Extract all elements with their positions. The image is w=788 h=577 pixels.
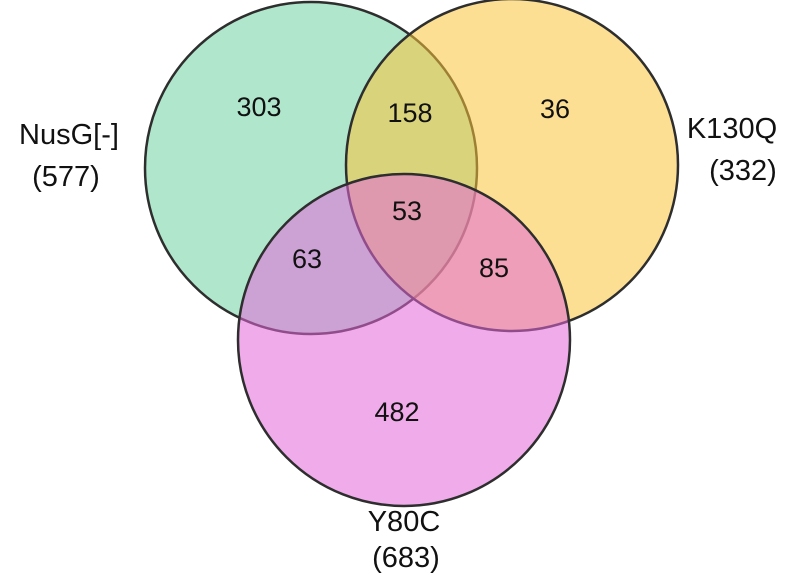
count-k130q-y80c: 85 bbox=[479, 253, 509, 283]
region-counts: 303 158 36 53 63 85 482 bbox=[236, 92, 570, 427]
count-nusg-k130q: 158 bbox=[387, 98, 432, 128]
count-all-three: 53 bbox=[392, 196, 422, 226]
label-y80c-name: Y80C bbox=[368, 506, 441, 538]
count-nusg-only: 303 bbox=[236, 92, 281, 122]
label-y80c-total: (683) bbox=[372, 542, 440, 574]
label-nusg-name: NusG[-] bbox=[19, 119, 119, 151]
count-nusg-y80c: 63 bbox=[292, 244, 322, 274]
label-k130q-total: (332) bbox=[709, 155, 777, 187]
label-k130q-name: K130Q bbox=[687, 113, 777, 145]
count-k130q-only: 36 bbox=[540, 94, 570, 124]
count-y80c-only: 482 bbox=[374, 397, 419, 427]
label-nusg-total: (577) bbox=[32, 161, 100, 193]
set-circles bbox=[143, 0, 680, 508]
circle-y80c bbox=[236, 172, 572, 508]
set-labels: NusG[-] (577) K130Q (332) Y80C (683) bbox=[19, 113, 777, 574]
